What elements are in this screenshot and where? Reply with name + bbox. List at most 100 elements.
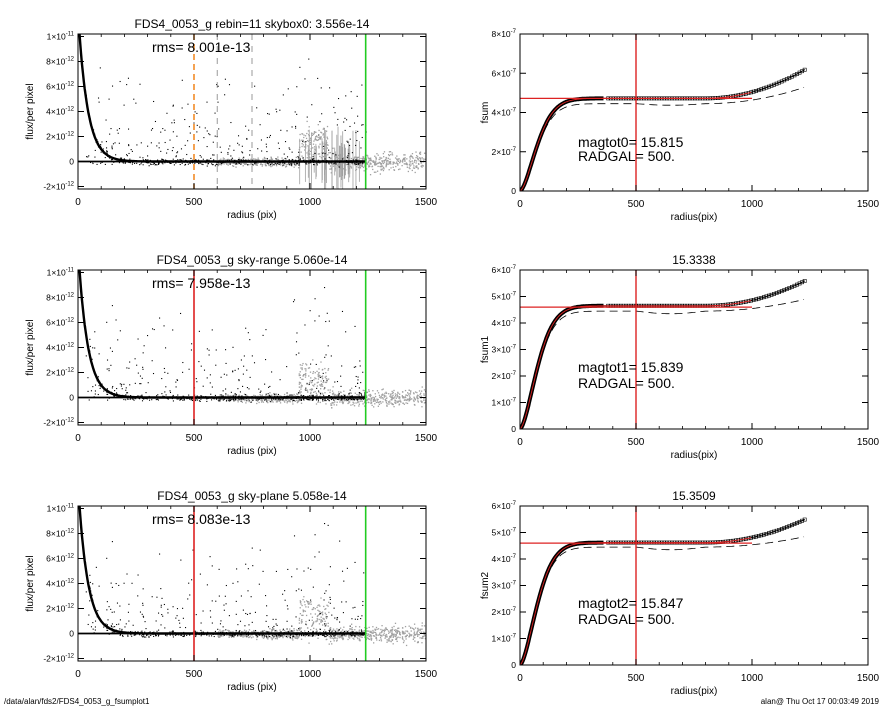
sky-point [328, 152, 329, 153]
sky-point [377, 390, 378, 391]
data-point [153, 636, 154, 637]
data-point [203, 137, 204, 138]
sky-point [272, 401, 273, 402]
data-point [98, 394, 99, 395]
data-point [133, 99, 134, 100]
data-point [111, 146, 112, 147]
sky-point [310, 151, 311, 152]
sky-point [389, 637, 390, 638]
sky-point [343, 638, 344, 639]
sky-point [301, 143, 302, 144]
x-tick-label: 500 [628, 437, 645, 448]
data-point [132, 151, 133, 152]
data-point [347, 142, 348, 143]
data-point [152, 328, 153, 329]
data-point [173, 159, 174, 160]
sky-point [308, 606, 309, 607]
data-point [302, 141, 303, 142]
sky-point [265, 395, 266, 396]
plot-frame [520, 270, 868, 429]
data-point [141, 635, 142, 636]
data-point [110, 347, 111, 348]
data-point [135, 358, 136, 359]
sky-point [245, 402, 246, 403]
radgal-annotation: RADGAL= 500. [578, 375, 675, 391]
sky-point [331, 643, 332, 644]
data-point [298, 165, 299, 166]
data-point [243, 374, 244, 375]
data-point [360, 147, 361, 148]
data-point [313, 156, 314, 157]
sky-point [412, 160, 413, 161]
sky-point [221, 164, 222, 165]
data-point [278, 394, 279, 395]
data-point [309, 384, 310, 385]
data-point [284, 590, 285, 591]
data-point [210, 374, 211, 375]
data-point [364, 395, 365, 396]
data-point [178, 620, 179, 621]
sky-point [301, 369, 302, 370]
sky-point [299, 140, 300, 141]
data-point [347, 568, 348, 569]
sky-point [251, 631, 252, 632]
sky-point [409, 168, 410, 169]
sky-point [372, 630, 373, 631]
sky-point [226, 635, 227, 636]
sky-point [404, 399, 405, 400]
data-point [311, 104, 312, 105]
data-point [317, 164, 318, 165]
sky-point [413, 393, 414, 394]
y-axis-label: fsum [480, 102, 491, 124]
sky-point [395, 636, 396, 637]
data-point [243, 366, 244, 367]
sky-point [354, 157, 355, 158]
data-point [335, 154, 336, 155]
sky-point [252, 636, 253, 637]
plot-area [78, 264, 427, 425]
data-point [236, 614, 237, 615]
sky-point [325, 144, 326, 145]
data-point [325, 321, 326, 322]
sky-point [219, 164, 220, 165]
sky-point [284, 635, 285, 636]
sky-point [374, 397, 375, 398]
sky-point [391, 633, 392, 634]
sky-point [334, 395, 335, 396]
sky-point [367, 634, 368, 635]
data-point [267, 137, 268, 138]
sky-point [312, 609, 313, 610]
sky-point [298, 167, 299, 168]
data-point [312, 159, 313, 160]
sky-point [301, 156, 302, 157]
sky-point [318, 610, 319, 611]
data-point [173, 131, 174, 132]
x-tick-label: 1500 [857, 437, 880, 448]
sky-point [326, 639, 327, 640]
data-point [269, 636, 270, 637]
sky-point [349, 163, 350, 164]
data-point [151, 164, 152, 165]
sky-point [311, 388, 312, 389]
data-point [106, 322, 107, 323]
sky-point [249, 629, 250, 630]
sky-point [384, 638, 385, 639]
sky-point [341, 636, 342, 637]
data-point [128, 129, 129, 130]
data-point [145, 159, 146, 160]
data-point [143, 164, 144, 165]
sky-point [368, 165, 369, 166]
sky-point [361, 637, 362, 638]
data-point [289, 149, 290, 150]
sky-point [301, 619, 302, 620]
data-point [100, 388, 101, 389]
sky-point [303, 137, 304, 138]
data-point [255, 630, 256, 631]
sky-point [332, 402, 333, 403]
sky-point [314, 146, 315, 147]
data-point [215, 136, 216, 137]
data-point [349, 145, 350, 146]
data-point [264, 384, 265, 385]
sky-point [385, 628, 386, 629]
